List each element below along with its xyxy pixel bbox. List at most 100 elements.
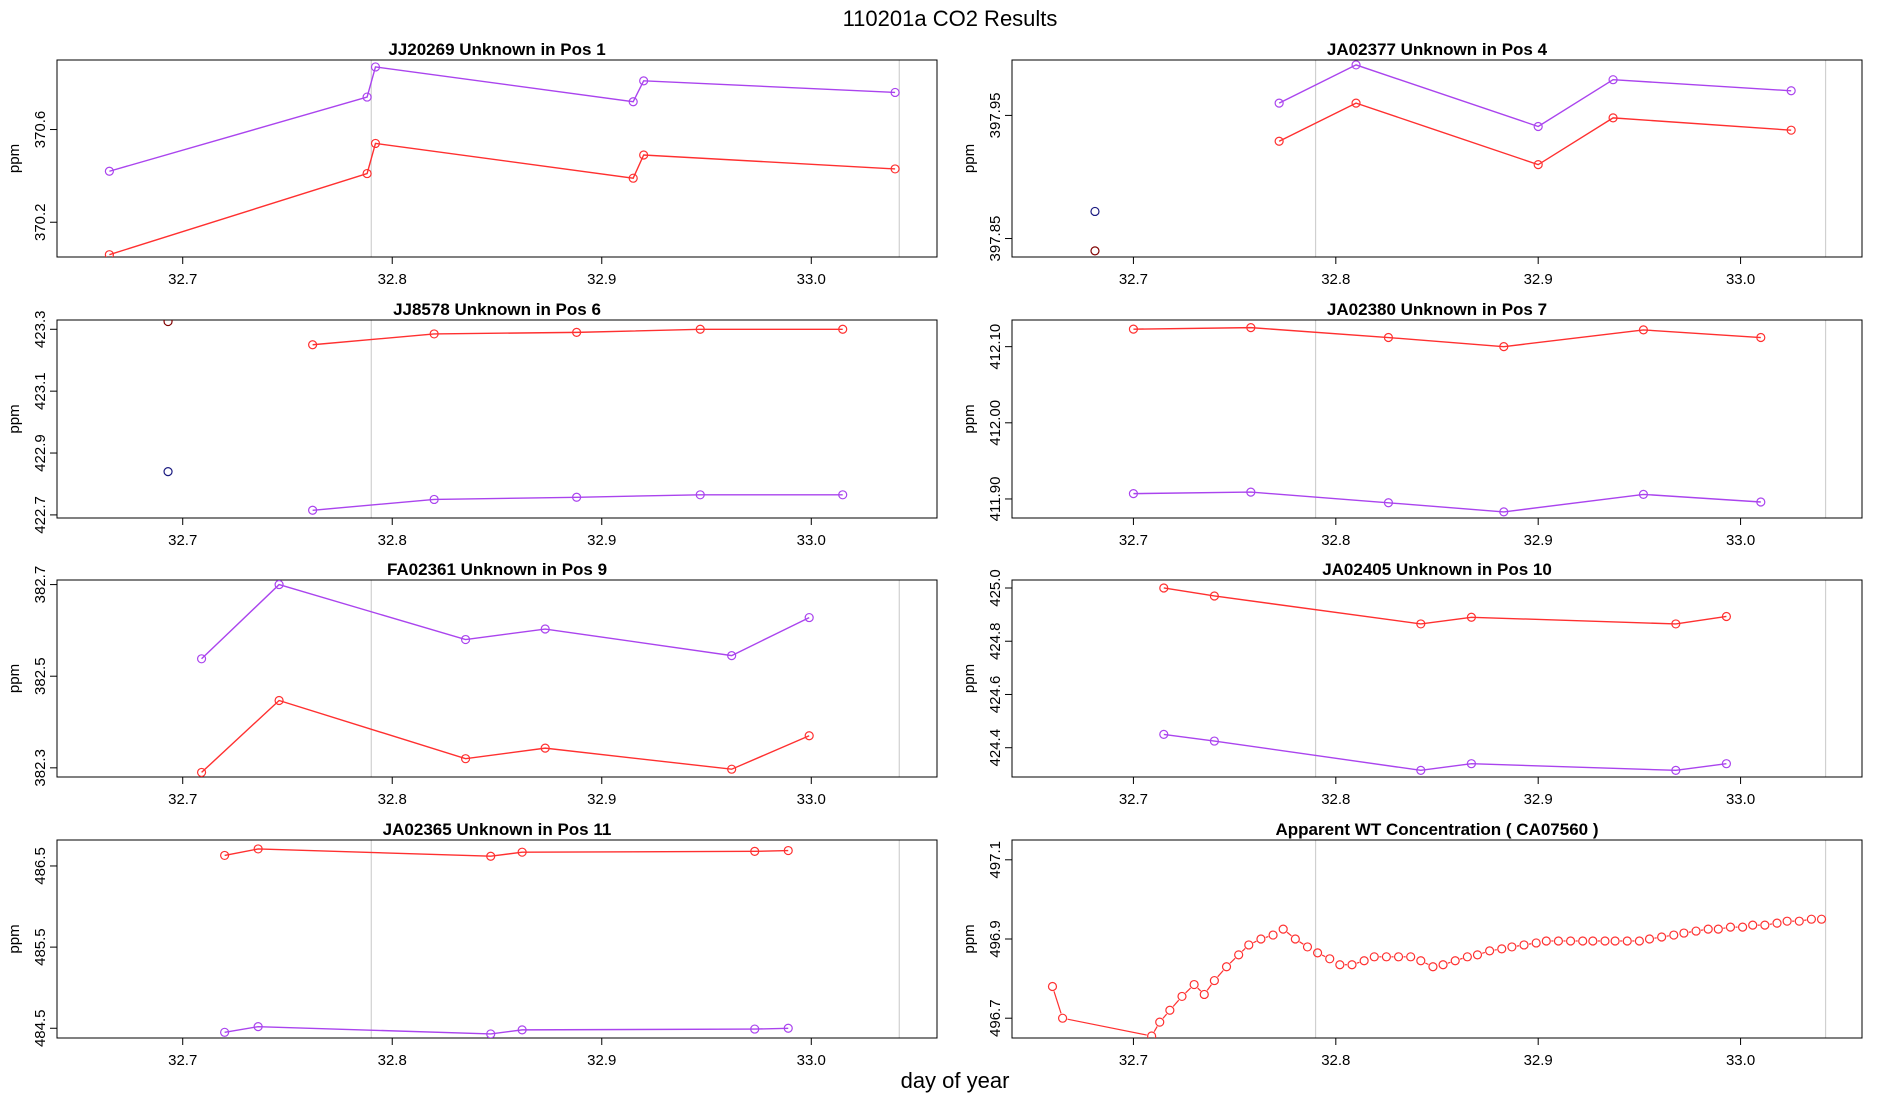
data-point-apparent-wt: [1450, 956, 1460, 966]
series-line-red: [109, 142, 896, 256]
data-point-purple: [1274, 98, 1284, 108]
data-point-purple: [460, 634, 471, 645]
series-segment: [1197, 987, 1202, 992]
data-point-red: [1533, 160, 1543, 170]
x-tick-label: 33.0: [1726, 532, 1755, 549]
series-group: [196, 580, 814, 777]
data-point-purple: [1499, 507, 1509, 517]
data-point-purple: [196, 654, 207, 664]
series-segment: [1053, 991, 1062, 1014]
data-point-purple: [750, 1024, 760, 1034]
x-tick-label: 32.7: [168, 532, 197, 549]
data-point-apparent-wt: [1588, 936, 1598, 946]
data-point-red: [370, 138, 381, 149]
x-tick-label: 32.9: [587, 1052, 616, 1069]
data-point-red: [628, 173, 638, 183]
series-group: [1090, 60, 1796, 256]
data-point-apparent-wt: [1531, 938, 1541, 948]
data-point-red: [274, 695, 284, 706]
data-point-purple: [220, 1027, 230, 1037]
data-point-apparent-wt: [1669, 930, 1679, 940]
y-tick-label: 497.1: [987, 841, 1004, 879]
x-tick-label: 33.0: [797, 532, 826, 549]
chart-panel-7: JA02365 Unknown in Pos 11 32.7 32.8 32.9 33.…: [6, 820, 938, 1069]
y-tick-label: 422.7: [32, 496, 49, 534]
data-point-apparent-wt: [1359, 956, 1369, 966]
series-line-purple: [312, 494, 843, 511]
y-tick-label: 423.1: [32, 372, 49, 410]
data-point-apparent-wt: [1268, 930, 1278, 940]
y-tick-label: 370.2: [32, 203, 49, 241]
data-point-apparent-wt: [1438, 960, 1448, 970]
data-point-apparent-wt: [1256, 934, 1266, 944]
y-axis-label: ppm: [6, 924, 23, 953]
x-tick-label: 32.7: [168, 791, 197, 808]
series-segment: [1321, 954, 1326, 958]
data-point-apparent-wt: [1428, 962, 1438, 972]
data-point-red: [1209, 591, 1219, 601]
data-point-apparent-wt: [1816, 914, 1827, 924]
series-segment: [1286, 931, 1292, 937]
y-tick-label: 484.5: [32, 1009, 49, 1047]
chart-panel-8: Apparent WT Concentration ( CA07560 ) 32.…: [961, 820, 1863, 1069]
chart-panel-5: FA02361 Unknown in Pos 9 32.7 32.8 32.9 33.0…: [6, 560, 938, 808]
series-line-red: [201, 699, 810, 773]
data-point-apparent-wt: [1347, 960, 1357, 970]
data-point-purple: [486, 1029, 496, 1038]
data-point-red: [486, 851, 496, 861]
data-point-purple: [1756, 497, 1766, 507]
data-point-purple: [253, 1022, 263, 1032]
y-tick-label: 382.3: [32, 749, 49, 787]
data-point-apparent-wt: [1335, 960, 1345, 970]
data-point-purple: [1209, 736, 1219, 746]
x-axis-label: day of year: [901, 1068, 1010, 1093]
data-point-red: [460, 754, 471, 764]
data-point-red: [727, 764, 737, 774]
x-tick-label: 32.8: [1321, 1052, 1350, 1069]
data-point-apparent-wt: [1507, 942, 1517, 952]
series-segment: [1482, 951, 1486, 954]
data-point-apparent-wt: [1057, 1013, 1068, 1023]
data-point-red: [196, 767, 207, 777]
series-line-red: [1163, 587, 1727, 625]
data-point-apparent-wt: [1312, 948, 1323, 958]
data-point-purple: [838, 490, 848, 500]
data-point-apparent-wt: [1657, 932, 1667, 942]
y-axis-label: ppm: [961, 664, 978, 693]
data-point-apparent-wt: [1485, 946, 1495, 956]
data-point-purple: [104, 166, 114, 176]
data-point-apparent-wt: [1644, 934, 1655, 944]
series-segment: [1185, 987, 1191, 994]
data-point-apparent-wt: [1760, 920, 1770, 930]
x-tick-label: 32.8: [1321, 791, 1350, 808]
x-tick-label: 32.9: [587, 271, 616, 288]
data-point-apparent-wt: [1713, 924, 1723, 934]
data-point-apparent-wt: [1234, 950, 1244, 960]
panel-title: JJ20269 Unknown in Pos 1: [388, 40, 605, 59]
data-point-apparent-wt: [1221, 962, 1232, 972]
series-line-purple: [201, 583, 810, 660]
data-point-red: [750, 846, 760, 856]
series-line-red: [312, 328, 843, 346]
data-point-red: [1416, 619, 1426, 629]
x-tick-label: 33.0: [797, 1052, 826, 1069]
data-point-apparent-wt: [1177, 991, 1187, 1002]
data-point-purple: [1638, 489, 1649, 499]
data-point-purple: [1159, 729, 1169, 740]
y-tick-label: 423.3: [32, 311, 49, 349]
data-point-purple: [370, 62, 381, 72]
x-tick-label: 32.7: [1119, 271, 1148, 288]
panel-title: Apparent WT Concentration ( CA07560 ): [1275, 820, 1598, 839]
data-point-purple: [540, 624, 550, 634]
x-tick-label: 32.7: [1119, 1052, 1148, 1069]
y-axis-label: ppm: [961, 924, 978, 953]
data-point-purple: [1128, 489, 1139, 499]
y-axis-label: ppm: [961, 404, 978, 433]
x-tick-label: 32.7: [1119, 791, 1148, 808]
y-tick-label: 382.5: [32, 657, 49, 695]
x-tick-label: 32.9: [587, 532, 616, 549]
data-point-purple: [783, 1023, 793, 1033]
data-point-ref-dark: [1090, 246, 1100, 256]
plot-frame: [1011, 59, 1863, 258]
x-tick-label: 32.9: [1524, 791, 1553, 808]
